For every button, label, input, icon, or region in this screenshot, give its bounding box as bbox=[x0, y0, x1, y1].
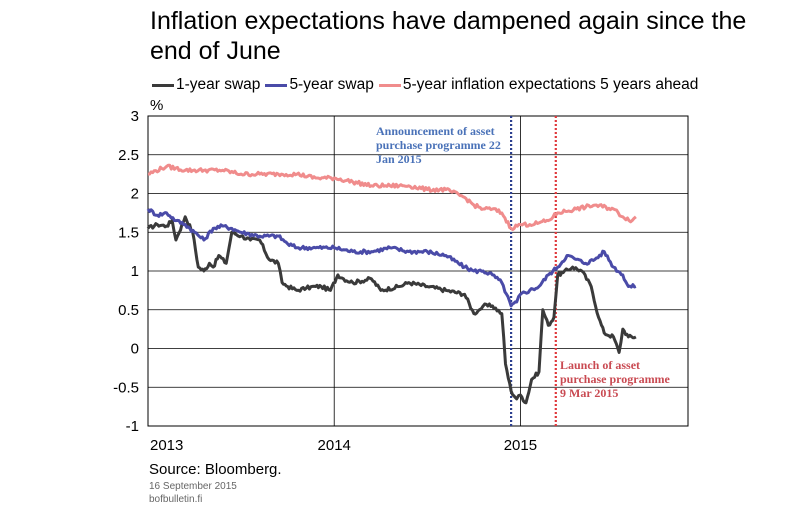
series-line-inflation-expectations bbox=[147, 163, 637, 232]
launch-annotation-line: 9 Mar 2015 bbox=[560, 386, 618, 400]
announcement-annotation-line: Jan 2015 bbox=[376, 152, 422, 166]
legend-item-1-year-swap: 1-year swap bbox=[152, 76, 260, 94]
legend-item-5-year-swap: 5-year swap bbox=[265, 76, 374, 94]
legend-item-inflation-expectations: 5-year inflation expectations 5 years ah… bbox=[378, 76, 699, 94]
source-note: Source: Bloomberg. bbox=[149, 461, 282, 478]
launch-annotation-line: purchase programme bbox=[560, 372, 671, 386]
y-tick-label: 2 bbox=[131, 186, 139, 203]
x-tick-label: 2015 bbox=[504, 437, 537, 454]
legend-label-inflation-expectations: 5-year inflation expectations 5 years ah… bbox=[402, 76, 699, 93]
launch-annotation-line: Launch of asset bbox=[560, 358, 640, 372]
y-tick-label: 0.5 bbox=[118, 302, 139, 319]
announcement-annotation-line: purchase programme 22 bbox=[376, 138, 501, 152]
y-tick-label: 3 bbox=[131, 108, 139, 125]
y-tick-label: -1 bbox=[126, 418, 139, 435]
x-tick-label: 2013 bbox=[150, 437, 183, 454]
y-tick-label: 1 bbox=[131, 263, 139, 280]
x-tick-label: 2014 bbox=[318, 437, 351, 454]
y-tick-label: 2.5 bbox=[118, 147, 139, 164]
y-tick-label: -0.5 bbox=[113, 379, 139, 396]
chart-title: Inflation expectations have dampened aga… bbox=[150, 7, 747, 65]
series-line-1-year-swap bbox=[146, 215, 637, 405]
legend-label-5-year-swap: 5-year swap bbox=[289, 76, 374, 93]
legend-swatch-inflation-expectations bbox=[378, 83, 401, 87]
legend-swatch-1-year-swap bbox=[152, 83, 174, 87]
legend-swatch-5-year-swap bbox=[265, 83, 288, 87]
legend-label-1-year-swap: 1-year swap bbox=[176, 76, 261, 93]
publication-date: 16 September 2015 bbox=[149, 481, 237, 492]
y-axis-unit-label: % bbox=[150, 97, 163, 114]
y-tick-label: 0 bbox=[131, 341, 139, 358]
y-tick-label: 1.5 bbox=[118, 224, 139, 241]
announcement-annotation-line: Announcement of asset bbox=[376, 124, 495, 138]
chart-legend: 1-year swap 5-year swap 5-year inflation… bbox=[152, 76, 703, 94]
site-name: bofbulletin.fi bbox=[149, 494, 203, 505]
series-line-5-year-swap bbox=[146, 208, 637, 308]
